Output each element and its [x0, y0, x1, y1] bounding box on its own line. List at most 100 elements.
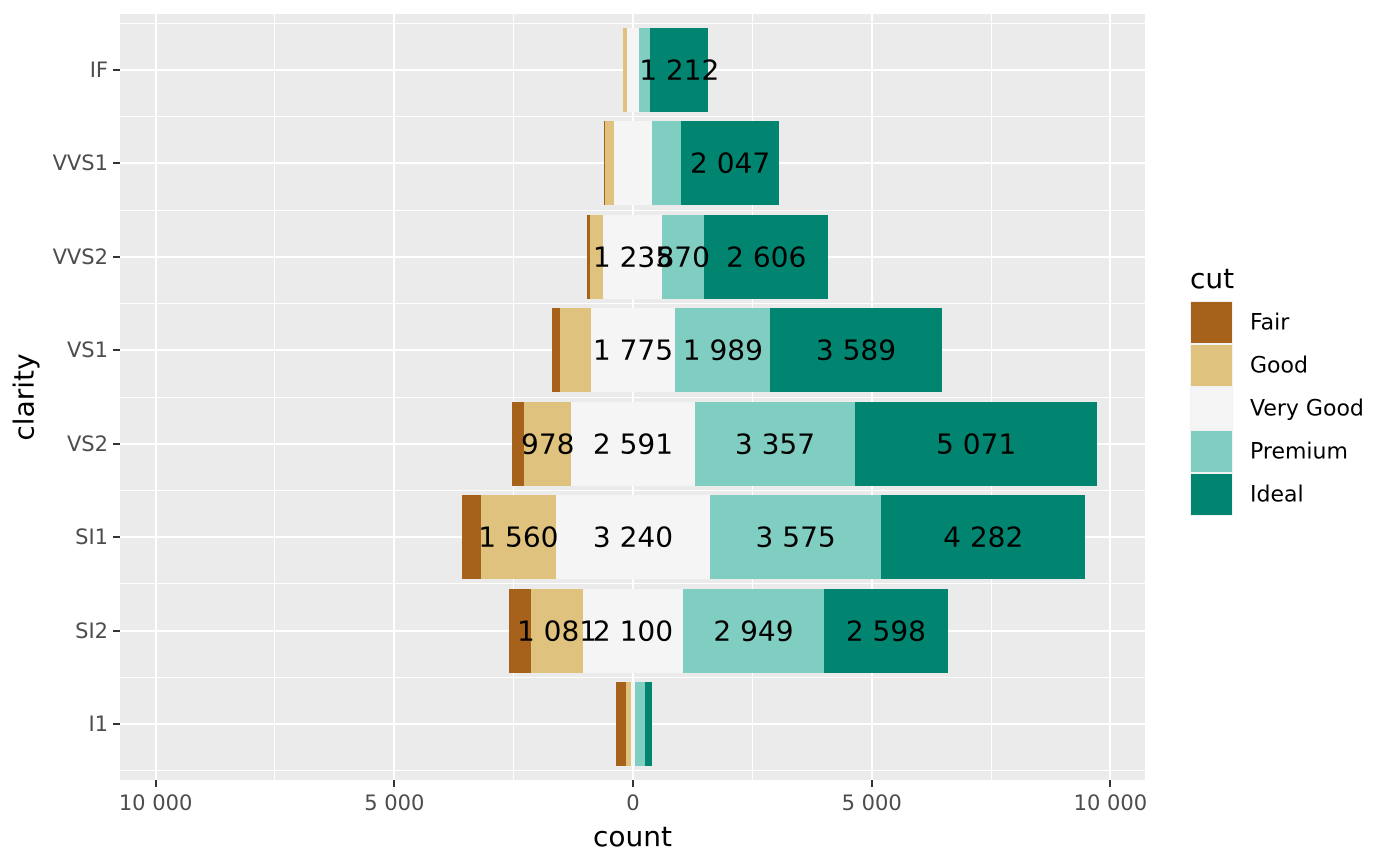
bar-segment-if-ideal — [650, 28, 709, 113]
bar-segment-vs2-good — [524, 401, 572, 486]
y-axis-tick — [113, 162, 120, 165]
bar-segment-vvs1-ideal — [681, 121, 779, 206]
bar-label: 3 589 — [815, 333, 897, 367]
bar-segment-vvs2-fair — [586, 214, 590, 299]
bar-label: 2 606 — [726, 240, 807, 274]
minor-gridline-horizontal — [120, 583, 1145, 585]
bar-segment-vvs1-premium — [651, 121, 682, 206]
bar-label: 2 949 — [713, 614, 794, 648]
y-axis-title: clarity — [7, 353, 41, 441]
y-axis-tick-label: IF — [89, 58, 108, 83]
bar-label: 3 357 — [734, 427, 816, 461]
minor-gridline-horizontal — [120, 209, 1145, 211]
bar-segment-si1-good — [481, 495, 556, 580]
x-axis-tick-label: 5 000 — [841, 791, 902, 815]
bar-segment-if-very-good — [626, 28, 640, 113]
y-axis-tick-label: VS1 — [66, 338, 108, 363]
bar-segment-vvs2-very-good — [603, 214, 663, 299]
bar-segment-vvs2-good — [589, 214, 604, 299]
minor-gridline-horizontal — [120, 396, 1145, 398]
bar-segment-i1-fair — [616, 681, 627, 766]
bar-segment-vs1-good — [559, 308, 591, 393]
minor-gridline-horizontal — [120, 303, 1145, 305]
bar-segment-vvs1-good — [605, 121, 615, 206]
bar-segment-si1-premium — [710, 495, 881, 580]
bar-segment-vs1-very-good — [590, 308, 676, 393]
legend-label-premium: Premium — [1250, 439, 1348, 464]
minor-gridline-horizontal — [120, 116, 1145, 118]
minor-gridline-horizontal — [120, 22, 1145, 24]
bar-segment-vs2-fair — [511, 401, 525, 486]
bar-segment-si1-fair — [461, 495, 482, 580]
bar-segment-i1-very-good — [630, 681, 635, 766]
y-axis-tick-label: VVS1 — [52, 151, 108, 176]
x-axis-tick-label: 0 — [626, 791, 640, 815]
y-axis-tick — [113, 536, 120, 539]
bar-segment-i1-ideal — [644, 681, 652, 766]
bar-segment-vs2-ideal — [855, 401, 1098, 486]
x-axis-title: count — [593, 820, 672, 853]
bar-segment-if-good — [623, 28, 627, 113]
y-axis-tick-label: VVS2 — [52, 244, 108, 269]
x-axis-tick-label: 10 000 — [118, 791, 193, 815]
y-axis-tick — [113, 629, 120, 632]
bar-label: 5 071 — [936, 427, 1017, 461]
bar-segment-vvs1-fair — [604, 121, 606, 206]
x-axis-tick-label: 10 000 — [1073, 791, 1148, 815]
minor-gridline-horizontal — [120, 770, 1145, 772]
y-axis-tick — [113, 722, 120, 725]
bar-label: 978 — [521, 427, 575, 461]
x-axis-tick — [870, 780, 873, 787]
legend-title: cut — [1190, 262, 1235, 295]
bar-label: 1 212 — [639, 53, 720, 87]
y-axis-tick — [113, 69, 120, 72]
legend-key-good — [1190, 344, 1233, 387]
bar-label: 4 282 — [943, 520, 1024, 554]
bar-segment-vs1-premium — [675, 308, 771, 393]
x-axis-tick — [393, 780, 396, 787]
bar-label: 2 100 — [592, 614, 674, 648]
bar-segment-si2-fair — [508, 588, 532, 673]
legend-label-good: Good — [1250, 353, 1308, 378]
y-axis-tick-label: SI1 — [75, 525, 108, 550]
bar-segment-vvs1-very-good — [614, 121, 652, 206]
bar-label: 3 575 — [755, 520, 836, 554]
x-axis-tick — [631, 780, 634, 787]
legend-key-premium — [1190, 430, 1233, 473]
bar-segment-si2-very-good — [582, 588, 684, 673]
bar-segment-si2-good — [531, 588, 583, 673]
bar-segment-i1-premium — [634, 681, 645, 766]
bar-label: 870 — [656, 240, 710, 274]
bar-label: 1 775 — [592, 333, 674, 367]
minor-gridline-horizontal — [120, 489, 1145, 491]
bar-segment-vvs2-ideal — [703, 214, 829, 299]
y-axis-tick-label: VS2 — [66, 431, 108, 456]
x-axis-tick — [1109, 780, 1112, 787]
bar-segment-si2-ideal — [823, 588, 948, 673]
bar-label: 2 598 — [845, 614, 926, 648]
bar-segment-si1-ideal — [880, 495, 1086, 580]
x-axis-tick — [154, 780, 157, 787]
bar-segment-si2-premium — [683, 588, 824, 673]
legend-key-fair — [1190, 301, 1233, 344]
bar-label: 1 560 — [478, 520, 559, 554]
bar-segment-si1-very-good — [555, 495, 711, 580]
y-axis-tick — [113, 255, 120, 258]
y-axis-tick — [113, 349, 120, 352]
bar-label: 3 240 — [592, 520, 674, 554]
y-axis-tick-label: SI2 — [75, 618, 108, 643]
legend-label-ideal: Ideal — [1250, 482, 1304, 507]
bar-label: 1 235 — [592, 240, 674, 274]
legend-key-very-good — [1190, 387, 1233, 430]
bar-segment-vs1-fair — [551, 308, 560, 393]
bar-segment-vvs2-premium — [662, 214, 704, 299]
bar-label: 2 047 — [689, 146, 771, 180]
x-axis-tick-label: 5 000 — [364, 791, 425, 815]
y-axis-tick — [113, 442, 120, 445]
bar-label: 1 989 — [682, 333, 763, 367]
minor-gridline-horizontal — [120, 676, 1145, 678]
bar-segment-vs2-premium — [694, 401, 856, 486]
legend-label-fair: Fair — [1250, 310, 1290, 335]
bar-segment-if-premium — [639, 28, 651, 113]
